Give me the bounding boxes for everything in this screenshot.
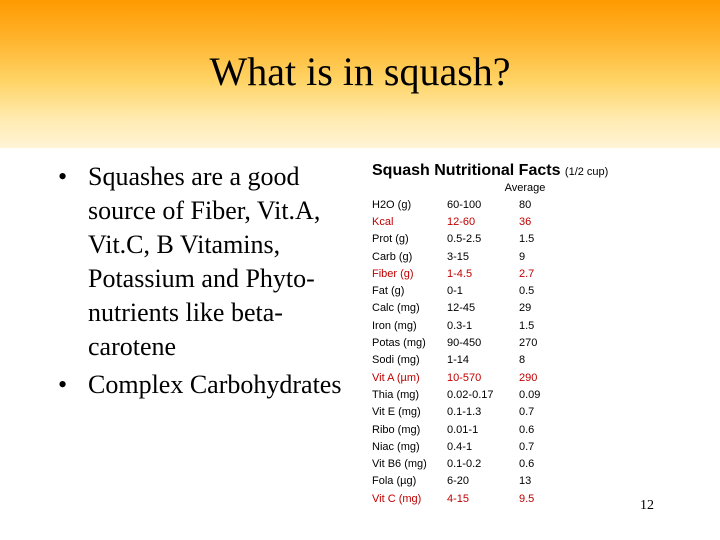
nutrient-range: 90-450 [447,337,482,350]
table-row: Potas (mg) 90-450 270 [370,334,559,351]
nutrient-average: 80 [519,198,532,211]
nutrient-range: 0.02-0.17 [447,388,494,401]
nutrient-average: 0.7 [519,406,535,419]
table-row: Vit E (mg) 0.1-1.3 0.7 [370,404,559,421]
table-row: Sodi (mg) 1-14 8 [370,352,559,369]
table-row: Vit A (µm) 10-570 290 [370,369,559,386]
title-banner [0,0,720,148]
table-row: Calc (mg) 12-45 29 [370,300,559,317]
bullet-text: Complex Carbohydrates [88,370,342,399]
nutrient-average: 29 [519,302,532,315]
nutrient-average: 1.5 [519,233,535,246]
nutrient-average: 290 [519,371,538,384]
nutrient-range: 12-45 [447,302,476,315]
table-row: Carb (g) 3-15 9 [370,248,559,265]
nutrient-average: 13 [519,475,532,488]
nutrient-name: Potas (mg) [372,337,426,350]
page-number: 12 [640,498,654,513]
nutrient-range: 0.4-1 [447,440,473,453]
nutrient-range: 1-4.5 [447,267,473,280]
table-row: Fiber (g) 1-4.5 2.7 [370,265,559,282]
nutrient-average: 0.6 [519,423,535,436]
nutrient-name: Vit E (mg) [372,406,421,419]
facts-heading: Squash Nutritional Facts (1/2 cup) [372,162,608,180]
table-row: Iron (mg) 0.3-1 1.5 [370,317,559,334]
nutrient-average: 2.7 [519,267,535,280]
nutrient-range: 1-14 [447,354,470,367]
nutrient-name: Thia (mg) [372,388,420,401]
nutrient-range: 3-15 [447,250,470,263]
nutrient-name: Sodi (mg) [372,354,420,367]
table-row: Niac (mg) 0.4-1 0.7 [370,438,559,455]
nutrient-range: 6-20 [447,475,470,488]
nutrient-name: Niac (mg) [372,440,420,453]
facts-subtitle: (1/2 cup) [564,166,609,178]
nutrient-average: 0.6 [519,458,535,471]
nutrition-table-body: H2O (g) 60-100 80 Kcal 12-60 36 Prot (g) 0.5-2.… [370,196,559,507]
nutrient-range: 0.1-1.3 [447,406,482,419]
nutrient-average: 0.09 [519,388,541,401]
bullet-item: • Squashes are a good source of Fiber, V… [58,160,358,364]
nutrient-range: 60-100 [447,198,482,211]
nutrient-name: Calc (mg) [372,302,420,315]
average-column-header: Average [504,182,546,194]
nutrient-range: 4-15 [447,492,470,505]
nutrient-average: 270 [519,337,538,350]
nutrient-name: Iron (mg) [372,319,417,332]
nutrient-range: 0.01-1 [447,423,479,436]
bullet-text: Squashes are a good source of Fiber, Vit… [88,162,321,361]
table-row: Fola (µg) 6-20 13 [370,473,559,490]
bullet-item: • Complex Carbohydrates [58,368,358,402]
table-row: H2O (g) 60-100 80 [370,196,559,213]
table-row: Vit B6 (mg) 0.1-0.2 0.6 [370,455,559,472]
nutrient-range: 0-1 [447,285,463,298]
nutrient-average: 0.5 [519,285,535,298]
table-row: Ribo (mg) 0.01-1 0.6 [370,421,559,438]
nutrient-range: 10-570 [447,371,482,384]
table-row: Fat (g) 0-1 0.5 [370,282,559,299]
slide-title: What is in squash? [209,49,511,94]
nutrient-range: 0.1-0.2 [447,458,482,471]
nutrient-name: Kcal [372,215,394,228]
nutrient-average: 9.5 [519,492,535,505]
nutrient-name: Vit C (mg) [372,492,422,505]
nutrient-average: 8 [519,354,526,367]
facts-title: Squash Nutritional Facts [372,162,561,179]
nutrient-name: Ribo (mg) [372,423,421,436]
bullet-dot-icon: • [58,370,68,399]
nutrient-average: 0.7 [519,440,535,453]
nutrient-name: Vit A (µm) [372,371,420,384]
table-row: Thia (mg) 0.02-0.17 0.09 [370,386,559,403]
nutrient-name: Fiber (g) [372,267,414,280]
nutrient-range: 0.5-2.5 [447,233,482,246]
nutrient-average: 36 [519,215,532,228]
bullet-dot-icon: • [58,162,68,191]
nutrient-average: 1.5 [519,319,535,332]
nutrient-name: Fat (g) [372,285,405,298]
nutrient-name: Prot (g) [372,233,409,246]
nutrient-name: Fola (µg) [372,475,417,488]
table-row: Kcal 12-60 36 [370,213,559,230]
table-row: Vit C (mg) 4-15 9.5 [370,490,559,507]
bullet-list: • Squashes are a good source of Fiber, V… [58,160,358,406]
nutrient-name: H2O (g) [372,198,412,211]
nutrition-table: H2O (g) 60-100 80 Kcal 12-60 36 Prot (g) 0.5-2.… [370,196,559,507]
nutrient-name: Vit B6 (mg) [372,458,427,471]
nutrient-range: 12-60 [447,215,476,228]
nutrient-range: 0.3-1 [447,319,473,332]
nutrient-average: 9 [519,250,526,263]
nutrient-name: Carb (g) [372,250,413,263]
table-row: Prot (g) 0.5-2.5 1.5 [370,231,559,248]
